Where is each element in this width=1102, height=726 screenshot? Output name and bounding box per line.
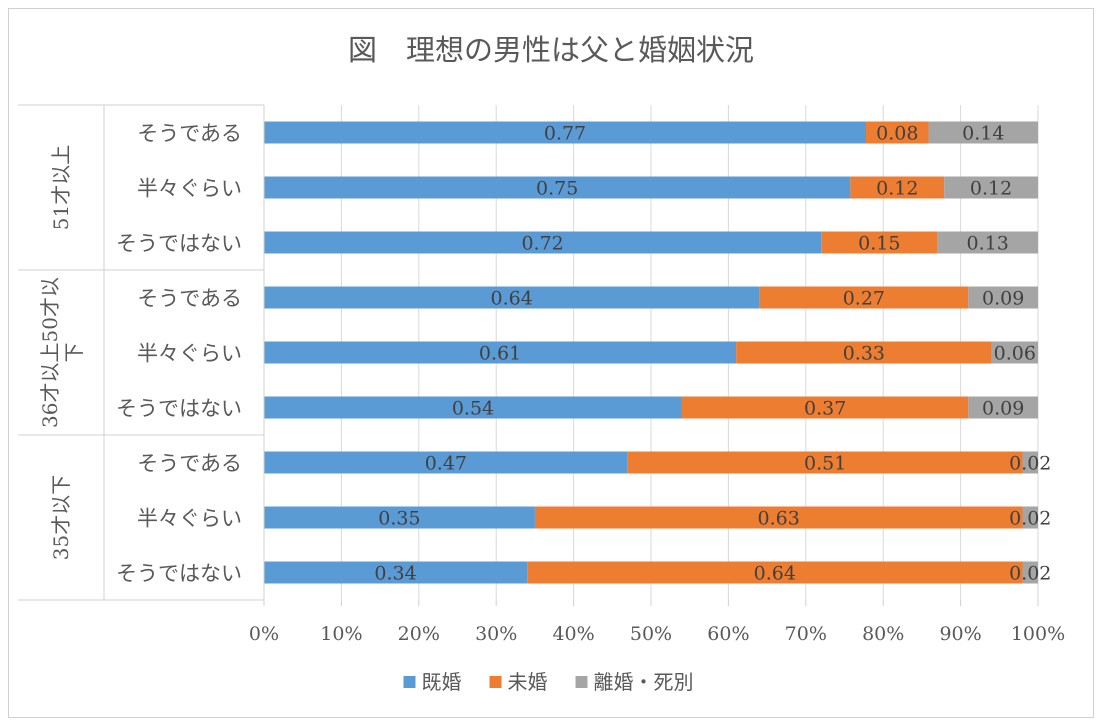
bar-segment: [928, 121, 1038, 144]
data-label: 0.64: [754, 563, 796, 585]
legend-swatch: [575, 676, 588, 688]
data-label: 0.12: [970, 178, 1012, 200]
bar-segment: [264, 286, 760, 309]
bar-segment: [1022, 451, 1038, 474]
data-label: 0.37: [804, 398, 846, 420]
bar-segment: [527, 561, 1023, 584]
data-label: 0.09: [982, 398, 1024, 420]
data-label: 0.64: [491, 288, 533, 310]
bar-segment: [627, 451, 1023, 474]
group-label-line: 36才以上50才以: [38, 277, 62, 428]
bar-segment: [944, 176, 1038, 199]
data-label: 0.51: [804, 453, 846, 475]
x-tick-label: 20%: [398, 623, 440, 645]
category-label: そうではない: [116, 397, 242, 421]
bar-segment: [264, 396, 682, 419]
bar-segment: [264, 176, 851, 199]
data-label: 0.35: [378, 508, 420, 530]
data-label: 0.02: [1009, 508, 1051, 530]
x-tick-label: 30%: [475, 623, 517, 645]
bar-segment: [1022, 561, 1038, 584]
bar-segment: [264, 561, 528, 584]
data-label: 0.77: [544, 123, 586, 145]
x-tick-label: 10%: [320, 623, 362, 645]
x-tick-label: 50%: [630, 623, 672, 645]
bar-segment: [968, 396, 1038, 419]
data-label: 0.33: [843, 343, 885, 365]
bar-segment: [264, 506, 535, 529]
legend-swatch: [403, 676, 416, 688]
x-tick-label: 70%: [785, 623, 827, 645]
x-tick-label: 90%: [939, 623, 981, 645]
bar-segment: [866, 121, 929, 144]
legend-label: 未婚: [508, 670, 548, 694]
group-label: 51才以上: [49, 145, 73, 230]
group-label-line: 下: [62, 343, 86, 363]
group-label-line: 51才以上: [49, 145, 73, 230]
data-label: 0.12: [876, 178, 918, 200]
data-label: 0.54: [452, 398, 494, 420]
group-label-line: 35才以下: [49, 475, 73, 560]
legend-label: 離婚・死別: [594, 670, 694, 694]
bar-segment: [681, 396, 969, 419]
category-label: そうである: [137, 452, 242, 476]
bar-segment: [736, 341, 992, 364]
data-label: 0.02: [1009, 453, 1051, 475]
bar-segment: [534, 506, 1023, 529]
data-label: 0.08: [876, 123, 918, 145]
bar-segment: [1022, 506, 1038, 529]
data-label: 0.13: [967, 233, 1009, 255]
bar-segment: [850, 176, 945, 199]
legend-swatch: [489, 676, 502, 688]
data-label: 0.09: [982, 288, 1024, 310]
x-tick-label: 60%: [707, 623, 749, 645]
bar-segment: [264, 341, 737, 364]
bar-segment: [991, 341, 1038, 364]
category-label: そうではない: [116, 562, 242, 586]
category-label: 半々ぐらい: [137, 507, 242, 531]
group-label: 36才以上50才以下: [38, 277, 86, 428]
x-tick-label: 80%: [862, 623, 904, 645]
data-label: 0.75: [536, 178, 578, 200]
data-label: 0.72: [521, 233, 563, 255]
data-label: 0.63: [758, 508, 800, 530]
bar-segment: [968, 286, 1038, 309]
data-label: 0.27: [843, 288, 885, 310]
category-label: そうである: [137, 122, 242, 146]
x-tick-label: 40%: [552, 623, 594, 645]
data-label: 0.47: [425, 453, 467, 475]
bar-segment: [264, 451, 628, 474]
category-label: 半々ぐらい: [137, 177, 242, 201]
bar-segment: [937, 231, 1038, 254]
data-label: 0.34: [374, 563, 416, 585]
bar-segment: [264, 231, 822, 254]
x-tick-label: 100%: [1011, 623, 1065, 645]
group-label: 35才以下: [49, 475, 73, 560]
chart-title: 図 理想の男性は父と婚姻状況: [348, 33, 754, 67]
bar-segment: [264, 121, 866, 144]
data-label: 0.14: [962, 123, 1004, 145]
data-label: 0.06: [994, 343, 1036, 365]
bar-segment: [821, 231, 938, 254]
data-label: 0.61: [479, 343, 521, 365]
data-label: 0.02: [1009, 563, 1051, 585]
bar-segment: [759, 286, 969, 309]
data-label: 0.15: [858, 233, 900, 255]
category-label: そうである: [137, 287, 242, 311]
x-tick-label: 0%: [249, 623, 279, 645]
legend-label: 既婚: [422, 670, 462, 694]
category-label: そうではない: [116, 232, 242, 256]
category-label: 半々ぐらい: [137, 342, 242, 366]
